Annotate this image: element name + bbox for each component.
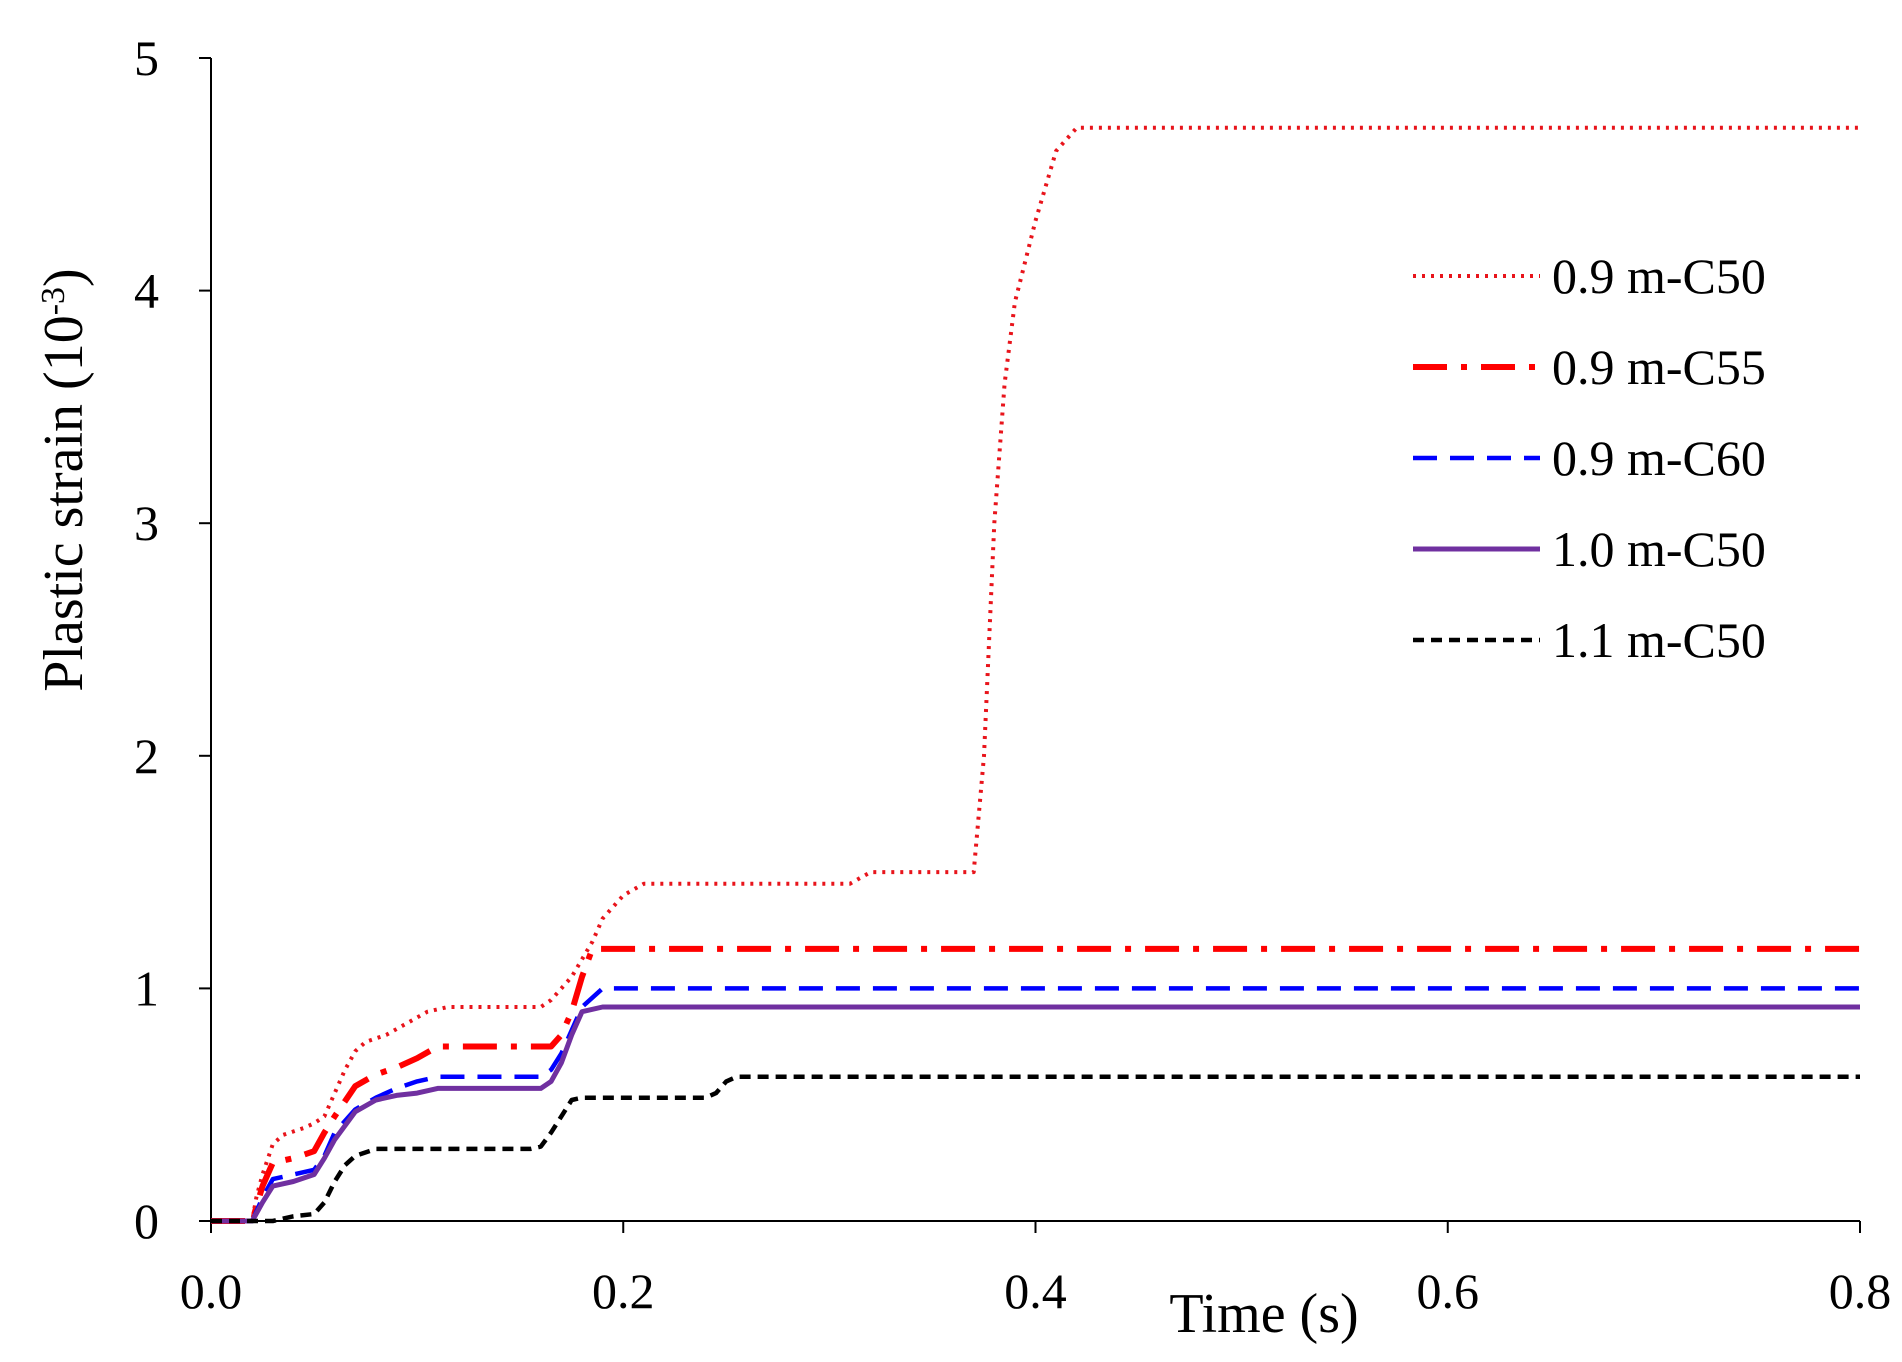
legend-label-1-1-m-c50: 1.1 m-C50 [1552, 612, 1766, 668]
y-axis-title: Plastic strain (10-3) [33, 268, 95, 691]
legend-label-0-9-m-c55: 0.9 m-C55 [1552, 339, 1766, 395]
x-axis-title: Time (s) [1169, 1283, 1358, 1345]
x-tick-label: 0.6 [1417, 1263, 1480, 1319]
series-line-1-1-m-c50 [211, 1074, 1860, 1224]
series-line-1-0-m-c50 [211, 1004, 1860, 1224]
legend-label-0-9-m-c50: 0.9 m-C50 [1552, 248, 1766, 304]
legend-label-1-0-m-c50: 1.0 m-C50 [1552, 521, 1766, 577]
y-tick-label: 2 [134, 728, 159, 784]
x-tick-label: 0.2 [592, 1263, 655, 1319]
x-tick-label: 0.0 [180, 1263, 243, 1319]
y-tick-label: 4 [134, 263, 159, 319]
series-group [211, 125, 1860, 1224]
y-tick-label: 3 [134, 495, 159, 551]
series-line-0-9-m-c60 [211, 986, 1860, 1224]
y-tick-label: 1 [134, 960, 159, 1016]
y-axis-title-close: ) [33, 268, 95, 287]
y-axis-title-exponent: -3 [35, 287, 72, 315]
series-line-0-9-m-c55 [211, 945, 1860, 1224]
legend: 0.9 m-C50 0.9 m-C55 0.9 m-C60 1.0 m-C50 1.1 … [1413, 248, 1766, 668]
x-tick-label: 0.4 [1004, 1263, 1067, 1319]
legend-label-0-9-m-c60: 0.9 m-C60 [1552, 430, 1766, 486]
y-tick-label: 5 [134, 30, 159, 86]
x-tick-label: 0.8 [1829, 1263, 1892, 1319]
y-tick-label: 0 [134, 1193, 159, 1249]
axes: 0 1 2 3 4 5 0.0 0.2 0.4 0.6 0.8 [134, 30, 1891, 1319]
y-axis-title-main: Plastic strain (10 [33, 315, 95, 691]
